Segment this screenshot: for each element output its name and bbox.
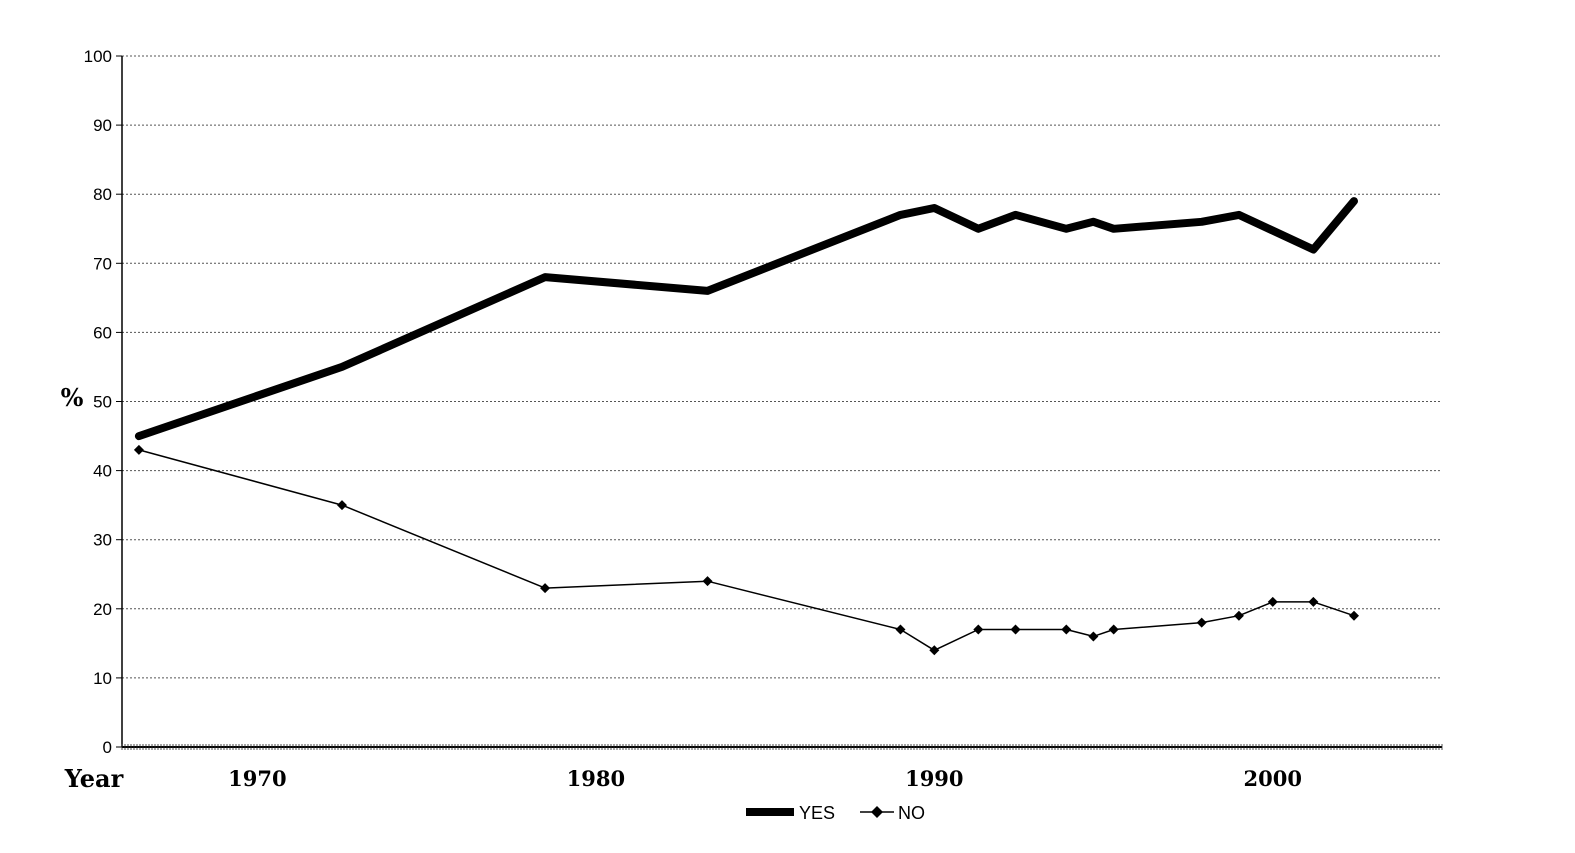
data-point-no	[895, 624, 906, 635]
data-point-no	[702, 576, 713, 587]
data-point-no	[1196, 617, 1207, 628]
y-tick-label-80: 80	[93, 185, 112, 204]
series-line-no	[138, 449, 1355, 652]
grid-lines	[122, 55, 1442, 679]
x-axis-title: Year	[64, 764, 124, 793]
legend-no-label: NO	[898, 803, 925, 823]
x-tick-label-2000: 2000	[1244, 766, 1302, 791]
data-point-no	[929, 645, 940, 656]
data-point-no	[1061, 624, 1072, 635]
y-tick-label-40: 40	[93, 462, 112, 481]
series-layer	[133, 197, 1359, 656]
data-point-no	[973, 624, 984, 635]
y-tick-labels: 0 10 20 30 40 50 60 70 80 90 100	[84, 47, 112, 757]
y-tick-label-100: 100	[84, 47, 112, 66]
y-tick-label-50: 50	[93, 393, 112, 412]
data-point-no	[1308, 596, 1319, 607]
data-point-no	[1088, 631, 1099, 642]
y-tick-label-70: 70	[93, 254, 112, 273]
y-tick-label-0: 0	[103, 738, 112, 757]
legend-yes-label: YES	[799, 803, 835, 823]
series-line-yes	[134, 197, 1358, 441]
axes	[116, 55, 1443, 750]
data-point-no	[337, 500, 347, 511]
x-tick-label-1970: 1970	[228, 766, 286, 791]
y-tick-label-10: 10	[93, 669, 112, 688]
x-tick-labels: 1970 1980 1990 2000	[228, 766, 1302, 791]
y-tick-label-60: 60	[93, 323, 112, 342]
data-point-no	[1349, 610, 1359, 621]
data-point-no	[540, 583, 551, 594]
data-point-no	[1108, 624, 1119, 635]
y-tick-label-20: 20	[93, 600, 112, 619]
data-point-no	[1010, 624, 1021, 635]
y-axis-title: %	[61, 383, 84, 412]
data-point-no	[1267, 596, 1278, 607]
legend: YES NO	[746, 803, 925, 823]
x-tick-label-1990: 1990	[905, 766, 963, 791]
y-tick-label-30: 30	[93, 531, 112, 550]
legend-no-marker	[871, 806, 883, 818]
data-point-no	[1233, 610, 1244, 621]
data-point-no	[133, 444, 144, 455]
x-tick-label-1980: 1980	[567, 766, 625, 791]
y-tick-label-90: 90	[93, 116, 112, 135]
